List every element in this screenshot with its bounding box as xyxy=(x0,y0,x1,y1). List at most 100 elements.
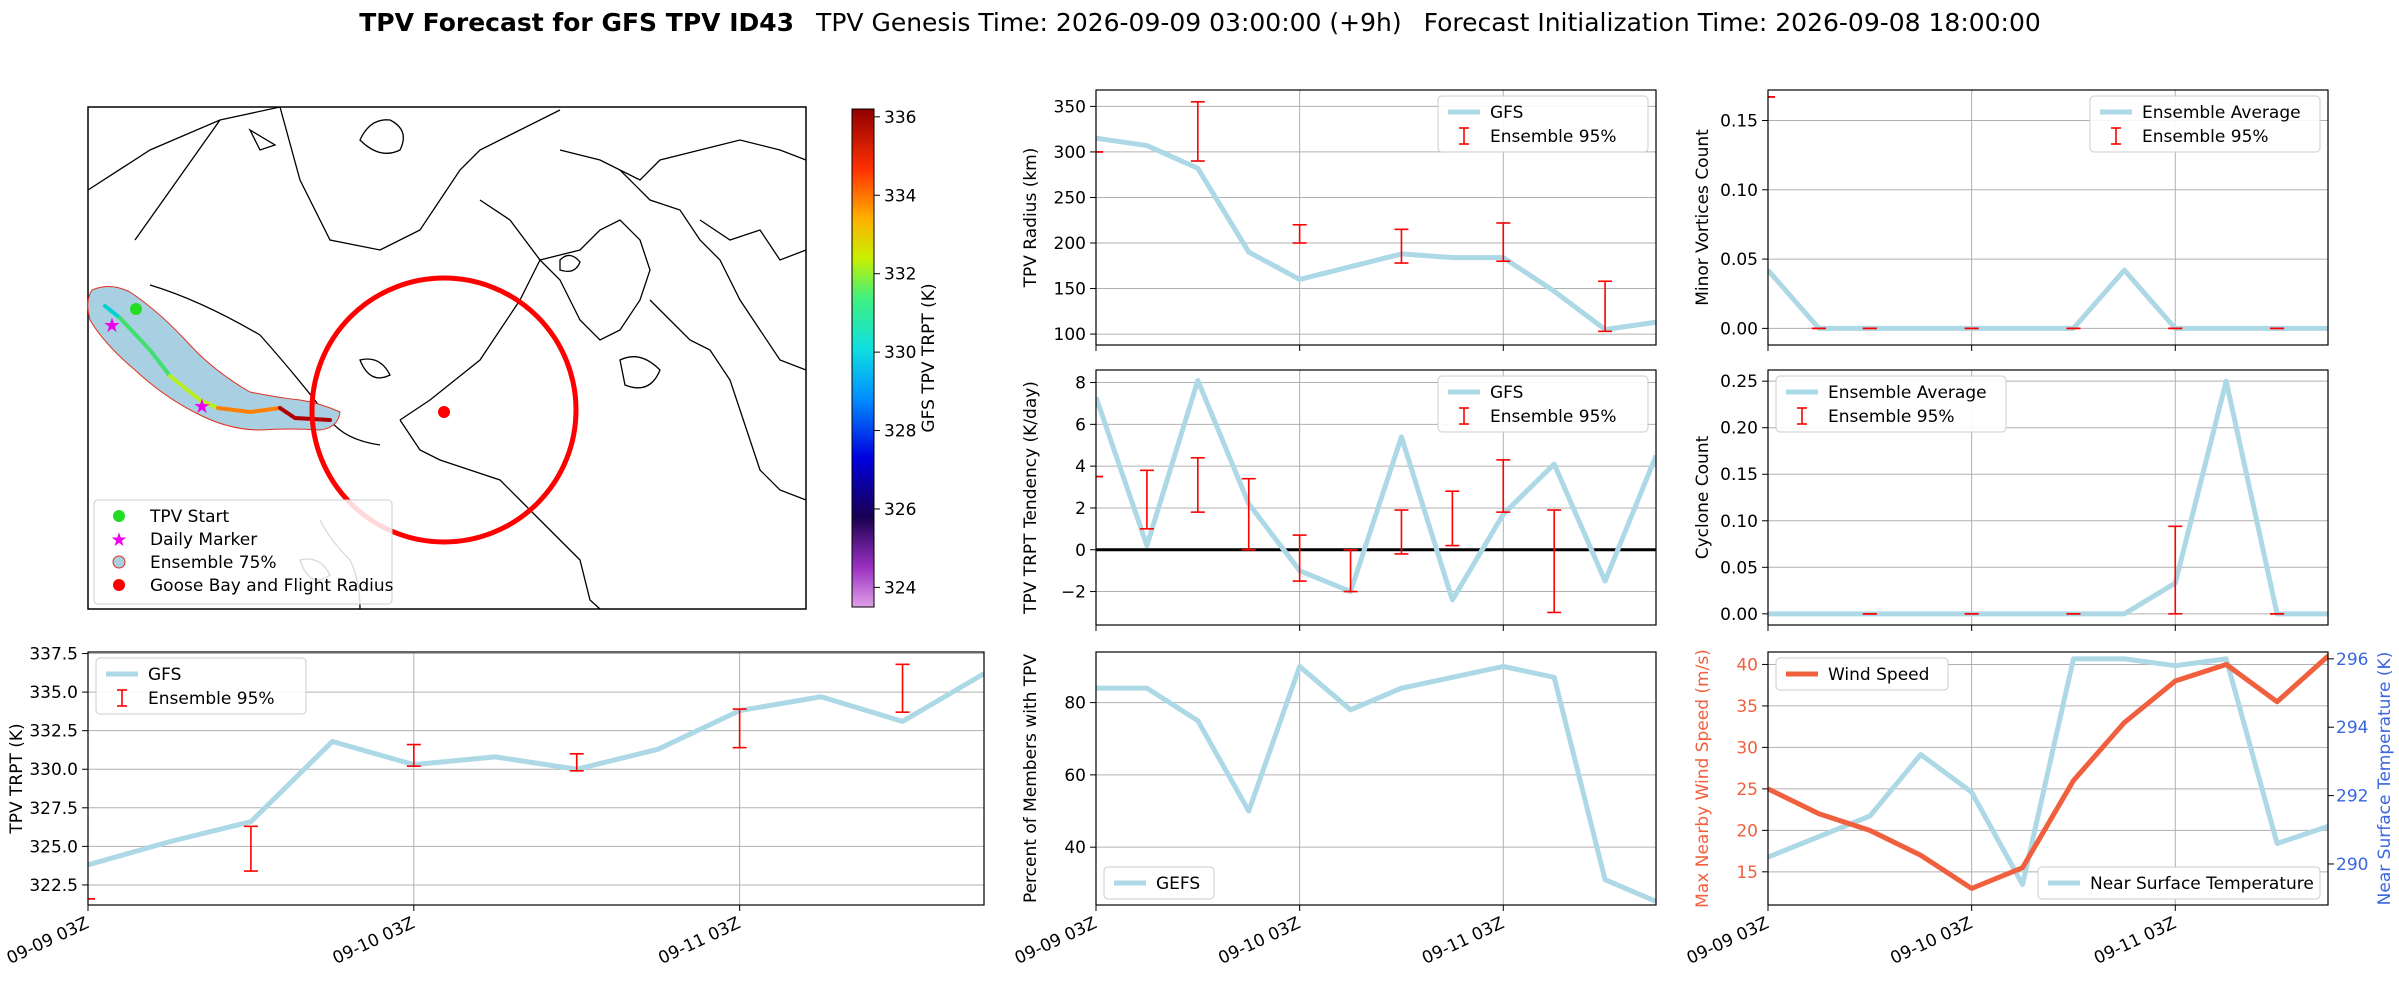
xtick-label: 09-09 03Z xyxy=(1012,913,1100,968)
colorbar-tick-label: 330 xyxy=(884,343,916,363)
panel-radius: 100 150 200 250 300 350 TPV Radius (km) GFS Ense… xyxy=(1021,89,1657,351)
y-axis-label: Max Nearby Wind Speed (m/s) xyxy=(1693,649,1713,908)
legend-line-label: Ensemble Average xyxy=(2142,103,2301,123)
title-bold: TPV Forecast for GFS TPV ID43 xyxy=(359,8,794,37)
axes-frame xyxy=(1767,369,2329,626)
map-legend-box xyxy=(93,499,393,605)
legend-errorbar-label: Ensemble 95% xyxy=(148,689,275,709)
legend-box xyxy=(1437,375,1649,433)
errorbar xyxy=(1496,459,1511,513)
errorbar xyxy=(1394,509,1409,555)
ytick-label: 350 xyxy=(1054,97,1086,117)
legend-start-label: TPV Start xyxy=(149,507,230,527)
colorbar-tick-label: 336 xyxy=(884,108,916,128)
legend-line-label: GFS xyxy=(1490,383,1523,403)
y-axis-label: Cyclone Count xyxy=(1693,435,1713,559)
y-axis-label: TPV TRPT (K) xyxy=(7,723,27,834)
legend-errorbar-label: Ensemble 95% xyxy=(1490,127,1617,147)
ytick-label: 30 xyxy=(1736,738,1758,758)
ytick-label: 150 xyxy=(1054,280,1086,300)
panel-percent: 40 60 80 09-09 03Z 09-10 03Z 09-11 03Z Percent… xyxy=(1012,651,1657,969)
errorbar xyxy=(1190,101,1205,162)
legend-box xyxy=(95,657,307,715)
series-line xyxy=(1096,663,1656,904)
legend-box xyxy=(1437,95,1649,153)
colorbar-tick-label: 334 xyxy=(884,186,916,206)
legend-errorbar-swatch xyxy=(1797,407,1807,425)
map-legend: TPV Start ★ Daily Marker Ensemble 75% Go… xyxy=(93,499,394,605)
xtick-label: 09-09 03Z xyxy=(1684,913,1772,968)
legend-box xyxy=(2037,866,2321,900)
legend-errorbar-label: Ensemble 95% xyxy=(2142,127,2269,147)
axes-frame xyxy=(1095,89,1657,346)
series-group xyxy=(1096,101,1656,333)
colorbar-label: GFS TPV TRPT (K) xyxy=(919,283,939,432)
legend-ensemble-label: Ensemble 75% xyxy=(150,553,277,573)
series-group xyxy=(88,663,984,900)
ytick-label: 40 xyxy=(1736,655,1758,675)
ytick-label: 0.20 xyxy=(1720,419,1758,439)
xtick-label: 09-11 03Z xyxy=(2091,913,2179,968)
ytick-label: 20 xyxy=(1736,821,1758,841)
legend-errorbar-swatch xyxy=(1459,127,1469,145)
y-axis-label: Percent of Members with TPV xyxy=(1021,654,1041,903)
ytick-label: −2 xyxy=(1061,583,1086,603)
ytick-label: 0.10 xyxy=(1720,181,1758,201)
ytick-right-label: 294 xyxy=(2336,718,2368,738)
legend-goosebay-icon xyxy=(113,579,125,591)
panel-trpt: 322.5 325.0 327.5 330.0 332.5 335.0 337.5 09-09… xyxy=(4,645,985,969)
ytick-label: 322.5 xyxy=(29,876,78,896)
genesis-time: TPV Genesis Time: 2026-09-09 03:00:00 (+… xyxy=(815,8,1402,37)
y-axis-label: TPV TRPT Tendency (K/day) xyxy=(1021,381,1041,615)
daily-marker-1: ★ xyxy=(103,313,121,337)
ytick-label: 0.05 xyxy=(1720,558,1758,578)
ytick-label: 0.15 xyxy=(1720,111,1758,131)
errorbar xyxy=(1190,456,1205,513)
colorbar-tick-label: 328 xyxy=(884,422,916,442)
ytick-right-label: 296 xyxy=(2336,650,2368,670)
errorbar xyxy=(569,753,584,772)
y-axis-label: TPV Radius (km) xyxy=(1021,148,1041,289)
ytick-label: 330.0 xyxy=(29,760,78,780)
ensemble-75-swath xyxy=(87,286,341,431)
legend-line-label: GFS xyxy=(1490,103,1523,123)
ytick-label: 15 xyxy=(1736,863,1758,883)
colorbar-tick-label: 326 xyxy=(884,500,916,520)
errorbar xyxy=(1445,490,1460,547)
ytick-right-label: 290 xyxy=(2336,855,2368,875)
daily-marker-2: ★ xyxy=(193,394,211,418)
errorbar xyxy=(1394,228,1409,264)
y-axis-right-label: Near Surface Temperature (K) xyxy=(2375,652,2395,906)
plot-area xyxy=(1096,652,1656,905)
panel-tendency: −2 0 2 4 6 8 TPV TRPT Tendency (K/day) GFS Ensem… xyxy=(1021,369,1657,631)
legend-errorbar-label: Ensemble 95% xyxy=(1490,407,1617,427)
ytick-label: 0.00 xyxy=(1720,319,1758,339)
ytick-label: 0.00 xyxy=(1720,605,1758,625)
legend: GEFS xyxy=(1103,866,1215,900)
legend-temp: Near Surface Temperature xyxy=(2037,866,2321,900)
ytick-label: 60 xyxy=(1064,766,1086,786)
axes-frame xyxy=(1095,651,1657,906)
figure-title: TPV Forecast for GFS TPV ID43 TPV Genesis… xyxy=(359,8,2041,37)
legend-goosebay-label: Goose Bay and Flight Radius xyxy=(150,576,394,596)
xtick-label: 09-10 03Z xyxy=(330,913,418,968)
ytick-label: 300 xyxy=(1054,143,1086,163)
legend-box xyxy=(1775,375,2007,433)
legend-line-label: GFS xyxy=(148,665,181,685)
legend-star-icon: ★ xyxy=(110,529,127,551)
legend: Ensemble Average Ensemble 95% xyxy=(1775,375,2007,433)
y-axis-label: Minor Vortices Count xyxy=(1693,129,1713,306)
ytick-label: 332.5 xyxy=(29,722,78,742)
ytick-label: 80 xyxy=(1064,694,1086,714)
errorbar xyxy=(1292,223,1307,244)
ytick-label: 0.05 xyxy=(1720,250,1758,270)
tpv-start-marker xyxy=(130,303,142,315)
legend-ensemble-icon xyxy=(112,555,126,569)
ytick-label: 327.5 xyxy=(29,799,78,819)
xtick-label: 09-11 03Z xyxy=(655,913,743,968)
ytick-label: 2 xyxy=(1075,499,1086,519)
panel-weather: 15 20 25 30 35 40 09-09 03Z 09-10 03Z 09-11 03Z M… xyxy=(1684,649,2395,969)
errorbar xyxy=(406,743,421,767)
ytick-label: 35 xyxy=(1736,697,1758,717)
ytick-label: 8 xyxy=(1075,374,1086,394)
